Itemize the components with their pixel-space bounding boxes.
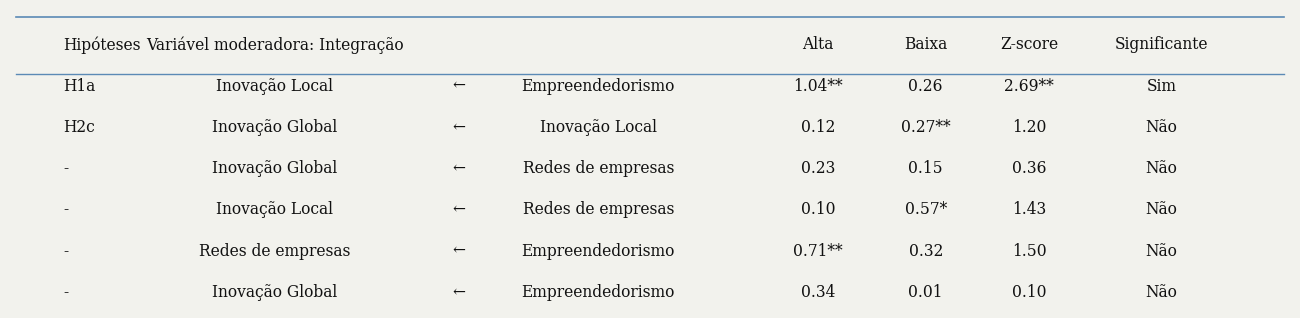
Text: -: - [64, 160, 69, 177]
Text: -: - [64, 243, 69, 260]
Text: Redes de empresas: Redes de empresas [523, 201, 673, 218]
Text: 0.12: 0.12 [801, 119, 836, 136]
Text: Inovação Global: Inovação Global [212, 119, 337, 136]
Text: 0.23: 0.23 [801, 160, 836, 177]
Text: 0.32: 0.32 [909, 243, 942, 260]
Text: 2.69**: 2.69** [1005, 78, 1054, 95]
Text: 0.01: 0.01 [909, 284, 942, 301]
Text: Não: Não [1145, 119, 1178, 136]
Text: Z-score: Z-score [1000, 37, 1058, 53]
Text: Redes de empresas: Redes de empresas [199, 243, 350, 260]
Text: Inovação Local: Inovação Local [216, 201, 333, 218]
Text: Inovação Global: Inovação Global [212, 284, 337, 301]
Text: ←: ← [452, 119, 465, 136]
Text: 0.26: 0.26 [909, 78, 942, 95]
Text: Inovação Local: Inovação Local [540, 119, 656, 136]
Text: 0.15: 0.15 [909, 160, 942, 177]
Text: Hipóteses: Hipóteses [64, 36, 142, 54]
Text: 1.04**: 1.04** [793, 78, 844, 95]
Text: ←: ← [452, 243, 465, 260]
Text: -: - [64, 284, 69, 301]
Text: Empreendedorismo: Empreendedorismo [521, 78, 675, 95]
Text: Baixa: Baixa [903, 37, 948, 53]
Text: 0.27**: 0.27** [901, 119, 950, 136]
Text: ←: ← [452, 284, 465, 301]
Text: Não: Não [1145, 243, 1178, 260]
Text: Variável moderadora: Integração: Variável moderadora: Integração [146, 36, 403, 54]
Text: Empreendedorismo: Empreendedorismo [521, 243, 675, 260]
Text: Alta: Alta [802, 37, 835, 53]
Text: 0.57*: 0.57* [905, 201, 946, 218]
Text: ←: ← [452, 160, 465, 177]
Text: Não: Não [1145, 160, 1178, 177]
Text: 1.50: 1.50 [1011, 243, 1046, 260]
Text: Sim: Sim [1147, 78, 1176, 95]
Text: Empreendedorismo: Empreendedorismo [521, 284, 675, 301]
Text: 0.10: 0.10 [1011, 284, 1046, 301]
Text: 1.43: 1.43 [1013, 201, 1046, 218]
Text: Não: Não [1145, 284, 1178, 301]
Text: 1.20: 1.20 [1013, 119, 1046, 136]
Text: 0.34: 0.34 [801, 284, 836, 301]
Text: Inovação Global: Inovação Global [212, 160, 337, 177]
Text: 0.10: 0.10 [801, 201, 836, 218]
Text: ←: ← [452, 78, 465, 95]
Text: 0.36: 0.36 [1011, 160, 1046, 177]
Text: Não: Não [1145, 201, 1178, 218]
Text: Redes de empresas: Redes de empresas [523, 160, 673, 177]
Text: Inovação Local: Inovação Local [216, 78, 333, 95]
Text: H1a: H1a [64, 78, 96, 95]
Text: ←: ← [452, 201, 465, 218]
Text: 0.71**: 0.71** [793, 243, 844, 260]
Text: H2c: H2c [64, 119, 95, 136]
Text: -: - [64, 201, 69, 218]
Text: Significante: Significante [1114, 37, 1208, 53]
